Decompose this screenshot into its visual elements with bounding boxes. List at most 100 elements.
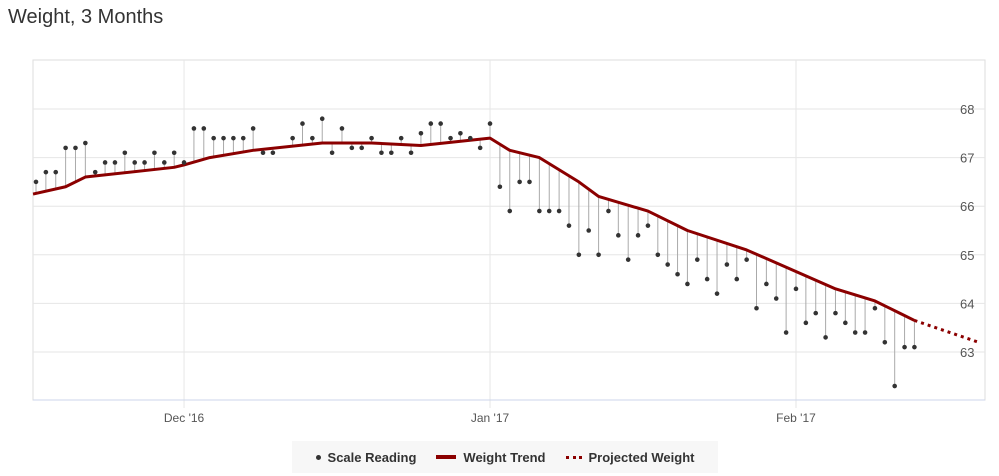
scale-reading-point — [102, 160, 108, 165]
scale-reading-point — [813, 310, 819, 316]
x-tick-label: Dec '16 — [164, 411, 205, 425]
scale-reading-point — [92, 169, 98, 175]
scale-reading-point — [616, 233, 621, 238]
scale-reading-point — [438, 121, 443, 126]
legend-label: Scale Reading — [327, 449, 417, 465]
solid-line-icon — [436, 455, 457, 459]
scale-reading-point — [862, 330, 868, 335]
projected-weight-line — [913, 318, 980, 344]
chart-title: Weight, 3 Months — [8, 6, 164, 28]
scale-reading-point — [122, 150, 128, 156]
scale-reading-point — [319, 116, 325, 122]
scale-reading-point — [724, 262, 730, 267]
legend-label: Projected Weight — [588, 449, 695, 465]
plot-frame — [32, 59, 986, 401]
scale-reading-point — [448, 135, 453, 141]
scale-reading-point — [231, 135, 236, 141]
scale-reading-point — [458, 131, 463, 136]
scale-reading-point — [240, 135, 246, 141]
scale-reading-point — [892, 383, 897, 389]
scale-reading-point — [201, 126, 207, 131]
scale-reading-point — [606, 208, 611, 214]
scale-reading-point — [389, 150, 394, 156]
scale-reading-point — [221, 135, 226, 141]
scale-reading-point — [349, 145, 355, 151]
scale-reading-point — [63, 145, 68, 151]
scale-reading-point — [369, 135, 374, 141]
scale-reading-point — [537, 208, 542, 214]
legend-item-projected-weight[interactable]: Projected Weight — [565, 449, 695, 465]
scale-reading-point — [665, 262, 670, 267]
scale-reading-point — [73, 145, 78, 151]
scale-reading-point — [823, 335, 828, 340]
scale-reading-point — [112, 160, 118, 165]
dotted-line-icon — [565, 455, 582, 459]
scale-reading-point — [379, 150, 384, 156]
scale-reading-point — [744, 257, 749, 262]
scale-reading-point — [764, 281, 769, 287]
legend-item-scale-reading[interactable]: Scale Reading — [315, 449, 417, 465]
scale-reading-point — [675, 271, 680, 277]
scale-reading-point — [250, 126, 256, 131]
scale-reading-point — [171, 150, 177, 156]
scale-reading-point — [408, 150, 414, 156]
scale-reading-point — [734, 276, 740, 282]
scale-reading-point — [467, 135, 473, 141]
scale-reading-point — [329, 150, 335, 156]
scale-reading-point — [300, 121, 305, 126]
scale-reading-point — [694, 257, 700, 262]
scale-reading-point — [843, 320, 848, 326]
scale-reading-point — [645, 223, 651, 228]
scale-reading-point — [152, 150, 157, 156]
x-tick-label: Jan '17 — [471, 411, 510, 425]
scale-reading-point — [418, 131, 424, 136]
scale-reading-point — [566, 223, 572, 228]
scale-reading-point — [211, 135, 216, 141]
scale-reading-point — [586, 228, 592, 233]
scale-reading-point — [596, 252, 601, 258]
scale-reading-point — [625, 257, 631, 262]
scale-reading-point — [576, 252, 582, 258]
scale-reading-point — [655, 252, 661, 258]
y-tick-label: 68 — [960, 102, 974, 117]
y-tick-label: 65 — [960, 248, 974, 263]
scale-reading-point — [704, 276, 710, 282]
scale-reading-point — [507, 208, 513, 214]
x-tick-label: Feb '17 — [776, 411, 816, 425]
weight-trend-line — [32, 136, 916, 322]
scale-reading-point — [310, 135, 315, 141]
scale-reading-point — [270, 150, 276, 156]
scale-reading-point — [290, 135, 295, 141]
legend-label: Weight Trend — [463, 449, 546, 465]
y-tick-label: 64 — [960, 296, 974, 311]
scale-reading-point — [912, 344, 917, 350]
legend: Scale Reading Weight Trend Projected Wei… — [292, 441, 718, 473]
scale-reading-point — [882, 339, 888, 345]
scale-reading-point — [191, 126, 197, 131]
scale-reading-point — [428, 121, 434, 126]
y-tick-label: 67 — [960, 151, 974, 166]
scale-reading-point — [517, 179, 522, 185]
scale-reading-point — [83, 140, 88, 146]
scale-reading-point — [497, 184, 503, 190]
scale-reading-point — [477, 145, 483, 151]
legend-item-weight-trend[interactable]: Weight Trend — [436, 449, 546, 465]
scale-reading-point — [872, 305, 878, 311]
scale-reading-point — [714, 291, 720, 296]
scale-reading-point — [546, 208, 552, 214]
scale-reading-point — [398, 135, 404, 141]
scale-reading-point — [852, 330, 858, 335]
scale-reading-point — [833, 310, 838, 316]
y-tick-label: 63 — [960, 345, 974, 360]
scale-reading-point — [260, 150, 266, 156]
scale-reading-point — [773, 296, 779, 301]
scale-reading-point — [162, 160, 167, 165]
scale-reading-point — [754, 305, 759, 311]
scale-reading-point — [181, 160, 187, 165]
scale-reading-point — [635, 233, 641, 238]
scale-reading-point — [33, 179, 39, 185]
scale-reading-point — [803, 320, 809, 326]
scale-reading-point — [783, 330, 789, 335]
scale-reading-point — [527, 179, 532, 185]
